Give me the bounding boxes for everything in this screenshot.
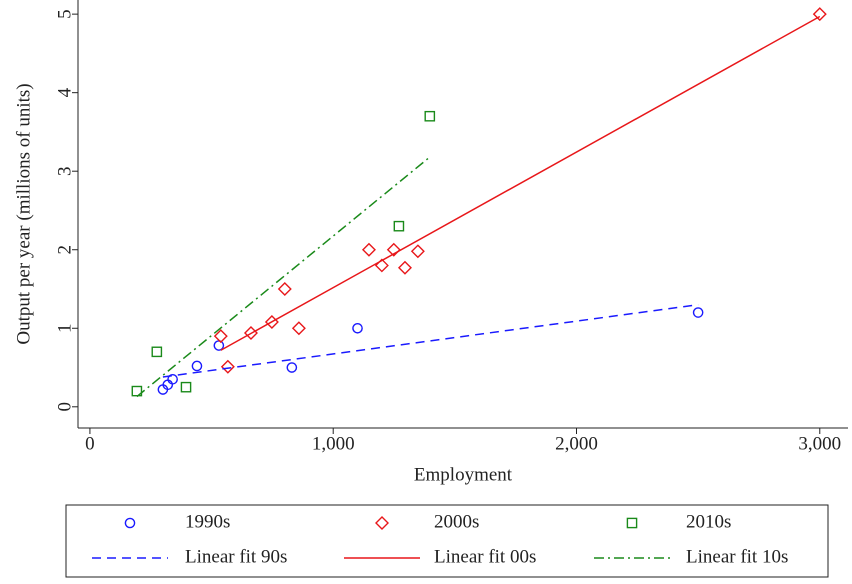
point bbox=[191, 360, 203, 372]
y-tick-label: 5 bbox=[54, 9, 75, 19]
fit-line bbox=[136, 156, 431, 398]
y-tick-label: 2 bbox=[54, 245, 75, 255]
point bbox=[151, 346, 163, 358]
legend-label: 2010s bbox=[686, 511, 731, 532]
point bbox=[167, 374, 178, 385]
point bbox=[286, 362, 298, 373]
y-axis-title: Output per year (millions of units) bbox=[13, 83, 34, 344]
legend-label: 2000s bbox=[434, 511, 479, 532]
y-tick-label: 0 bbox=[54, 402, 75, 412]
point bbox=[812, 7, 827, 22]
x-tick-label: 3,000 bbox=[798, 433, 841, 454]
y-tick-label: 4 bbox=[54, 87, 75, 97]
x-tick-label: 1,000 bbox=[312, 433, 355, 454]
point bbox=[361, 242, 376, 257]
legend-marker bbox=[124, 517, 136, 529]
point bbox=[397, 260, 412, 275]
point bbox=[393, 220, 405, 232]
point bbox=[277, 282, 292, 296]
legend-label: Linear fit 00s bbox=[434, 546, 536, 567]
point bbox=[180, 381, 192, 393]
legend-label: Linear fit 10s bbox=[686, 546, 788, 567]
x-tick-label: 0 bbox=[85, 433, 95, 454]
point bbox=[220, 359, 235, 374]
point bbox=[424, 110, 436, 122]
y-tick-label: 1 bbox=[54, 324, 75, 334]
legend-marker bbox=[375, 516, 389, 530]
legend-box bbox=[65, 504, 829, 578]
x-tick-label: 2,000 bbox=[555, 433, 598, 454]
fit-line bbox=[162, 303, 699, 378]
point bbox=[410, 244, 425, 259]
legend-label: Linear fit 90s bbox=[185, 546, 287, 567]
point bbox=[386, 242, 401, 257]
legend-marker bbox=[626, 517, 638, 529]
fit-line bbox=[220, 15, 821, 351]
x-axis-title: Employment bbox=[414, 464, 513, 485]
point bbox=[352, 322, 363, 334]
y-tick-label: 3 bbox=[54, 166, 75, 176]
legend-label: 1990s bbox=[185, 511, 230, 532]
point bbox=[692, 307, 704, 318]
point bbox=[291, 321, 306, 336]
point bbox=[213, 329, 228, 344]
